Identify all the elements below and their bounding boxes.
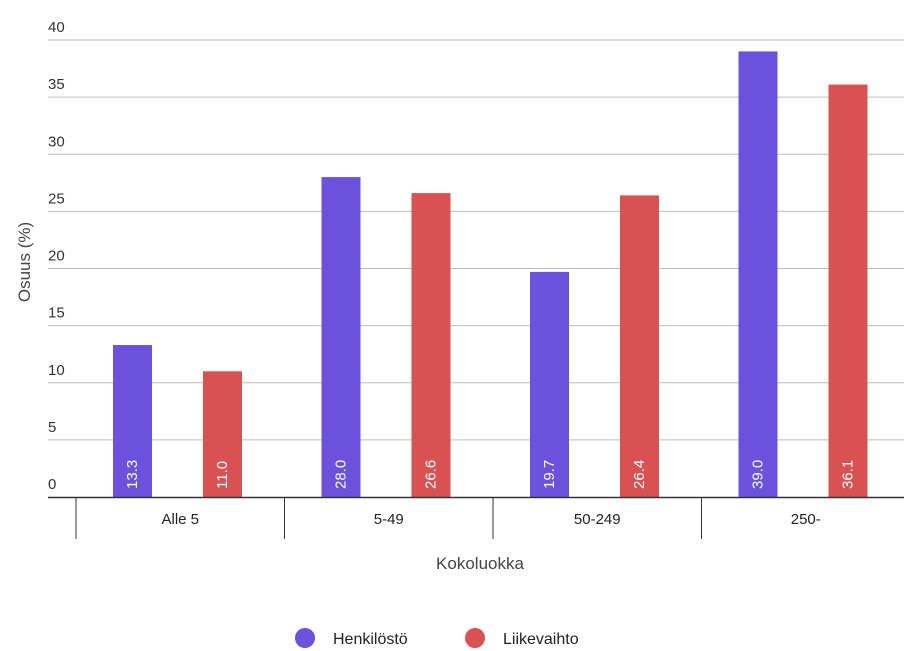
y-tick-label: 40 xyxy=(48,19,65,36)
y-tick-label: 15 xyxy=(48,305,65,322)
bar-liikevaihto-2 xyxy=(411,193,451,497)
bar-henkil-st--4 xyxy=(738,51,778,498)
legend-label: Henkilöstö xyxy=(333,631,408,648)
x-tick-label: 5-49 xyxy=(374,511,404,528)
y-tick-label: 10 xyxy=(48,362,65,379)
bar-value-label: 28.0 xyxy=(333,460,350,489)
y-tick-label: 20 xyxy=(48,248,65,265)
bar-henkil-st--3 xyxy=(530,271,569,497)
bar-value-label: 26.6 xyxy=(423,460,440,489)
y-tick-label: 25 xyxy=(48,190,65,207)
x-axis: Alle 5 5-49 50-249 250- xyxy=(48,496,904,539)
bar-liikevaihto-1 xyxy=(203,371,242,497)
bar-henkil-st--1 xyxy=(113,345,152,497)
y-axis-ticks: 0 5 10 15 20 25 30 35 40 xyxy=(48,19,65,493)
x-tick-label: 50-249 xyxy=(574,511,621,528)
bar-value-label: 19.7 xyxy=(541,460,558,489)
legend-swatch xyxy=(465,628,485,648)
y-tick-label: 0 xyxy=(48,476,56,493)
legend-swatch xyxy=(295,628,315,648)
y-tick-label: 35 xyxy=(48,76,65,93)
y-axis-title: Osuus (%) xyxy=(15,222,34,302)
bar-value-label: 11.0 xyxy=(214,461,231,489)
bar-value-label: 36.1 xyxy=(840,460,857,489)
gridlines xyxy=(48,39,904,441)
bar-value-label: 26.4 xyxy=(631,460,648,489)
y-tick-label: 5 xyxy=(48,419,56,436)
bar-henkil-st--2 xyxy=(321,177,361,497)
legend-label: Liikevaihto xyxy=(503,631,579,648)
bar-value-label: 13.3 xyxy=(124,460,141,489)
bar-value-label: 39.0 xyxy=(750,460,767,489)
y-tick-label: 30 xyxy=(48,133,65,150)
bars: 13.3 28.0 19.7 39.0 11.0 26.6 26.4 36.1 xyxy=(113,51,868,498)
x-tick-label: 250- xyxy=(791,511,821,528)
bar-liikevaihto-3 xyxy=(620,195,659,497)
x-axis-title: Kokoluokka xyxy=(436,554,524,573)
bar-liikevaihto-4 xyxy=(828,84,868,498)
legend: Henkilöstö Liikevaihto xyxy=(295,628,579,648)
x-tick-label: Alle 5 xyxy=(161,511,199,528)
